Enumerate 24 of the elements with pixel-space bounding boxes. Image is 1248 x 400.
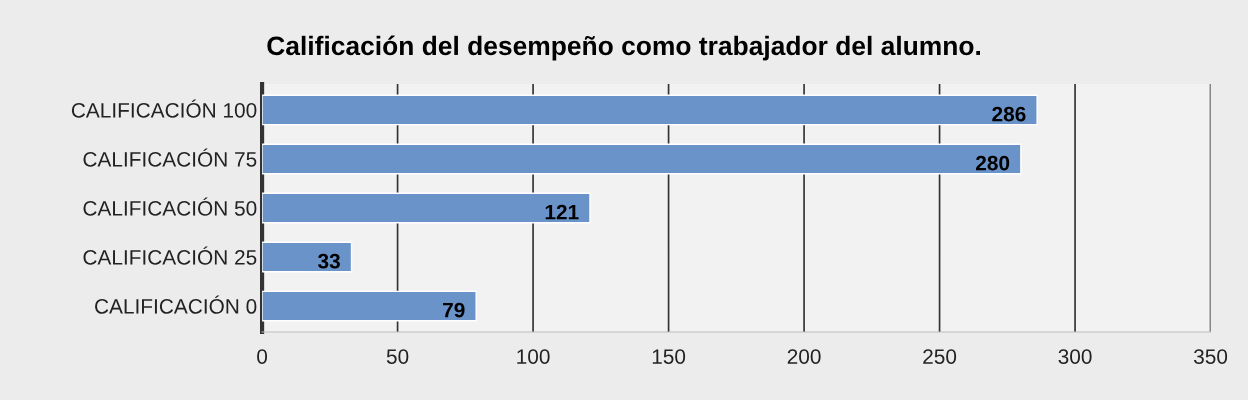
data-label: 33 xyxy=(317,253,340,269)
data-label: 280 xyxy=(975,155,1010,171)
x-tick-label: 0 xyxy=(257,349,268,364)
bar xyxy=(262,143,1022,175)
chart-title: Calificación del desempeño como trabajador del alumno. xyxy=(267,35,981,61)
y-tick-label: CALIFICACIÓN 100 xyxy=(71,99,257,118)
x-tick-label: 250 xyxy=(923,349,957,364)
data-label: 79 xyxy=(443,302,465,318)
x-tick-label: 100 xyxy=(517,349,550,364)
bar xyxy=(262,241,353,273)
y-tick-label: CALIFICACIÓN 50 xyxy=(83,197,257,216)
data-label: 286 xyxy=(992,106,1026,122)
y-tick-label: CALIFICACIÓN 25 xyxy=(83,246,257,265)
x-tick-label: 300 xyxy=(1058,349,1092,364)
x-tick-label: 200 xyxy=(787,349,821,364)
x-tick-label: 350 xyxy=(1193,349,1228,364)
x-tick-label: 50 xyxy=(386,349,409,364)
x-tick-label: 150 xyxy=(652,349,686,364)
data-label: 121 xyxy=(545,204,579,220)
bar xyxy=(262,290,477,322)
y-tick-label: CALIFICACIÓN 75 xyxy=(83,148,257,167)
bar xyxy=(262,94,1038,126)
y-tick-label: CALIFICACIÓN 0 xyxy=(95,295,257,314)
bar xyxy=(262,192,591,224)
